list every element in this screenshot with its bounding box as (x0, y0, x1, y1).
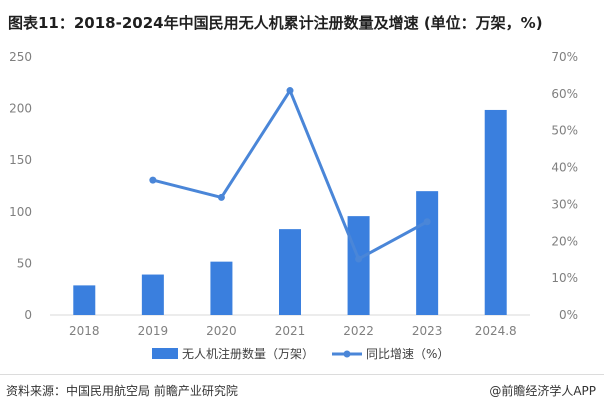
legend: 无人机注册数量（万架） 同比增速（%） (152, 346, 449, 361)
bar-series (73, 109, 507, 316)
axes: 0 50 100 150 200 250 0% 10% 20% 30% 40% 50% 60% 70% 20… (9, 50, 578, 338)
x-tick-label: 2024.8 (475, 324, 517, 338)
y-left-tick-label: 50 (17, 256, 32, 270)
y-right-tick-label: 70% (551, 50, 578, 64)
line-point (355, 255, 363, 263)
y-left-tick-label: 200 (9, 102, 32, 116)
y-right-tick-label: 10% (551, 271, 578, 285)
line-point (423, 218, 431, 226)
line-point (217, 193, 225, 201)
y-right-tick-label: 30% (551, 197, 578, 211)
x-tick-label: 2023 (412, 324, 443, 338)
bar (279, 229, 301, 315)
y-left-tick-label: 250 (9, 50, 32, 64)
bar (210, 261, 233, 315)
footer-divider (0, 374, 604, 375)
bar (73, 285, 96, 315)
combo-chart: 0 50 100 150 200 250 0% 10% 20% 30% 40% 50% 60% 70% 20… (9, 50, 578, 361)
line-series (149, 87, 431, 263)
legend-bar-swatch (152, 348, 178, 359)
line-point (286, 87, 294, 95)
bar (484, 109, 507, 316)
line-point (149, 176, 157, 184)
chart-title: 图表11：2018-2024年中国民用无人机累计注册数量及增速 (单位：万架，%… (8, 14, 543, 32)
bar (416, 191, 439, 315)
y-right-tick-label: 0% (559, 308, 578, 322)
source-note: 资料来源：中国民用航空局 前瞻产业研究院 (6, 384, 238, 398)
x-tick-label: 2020 (206, 324, 237, 338)
bar (141, 274, 164, 315)
x-tick-label: 2022 (343, 324, 374, 338)
y-left-tick-label: 150 (9, 153, 32, 167)
y-left-tick-label: 100 (9, 205, 32, 219)
y-right-tick-label: 60% (551, 87, 578, 101)
legend-line-label: 同比增速（%） (366, 347, 449, 361)
brand-label: @前瞻经济学人APP (489, 384, 596, 398)
bar (347, 216, 370, 315)
y-right-tick-label: 20% (551, 234, 578, 248)
y-left-tick-label: 0 (24, 308, 32, 322)
legend-bar-label: 无人机注册数量（万架） (182, 346, 314, 361)
x-tick-label: 2021 (275, 324, 306, 338)
y-right-tick-label: 50% (551, 124, 578, 138)
y-right-tick-label: 40% (551, 161, 578, 175)
x-tick-label: 2018 (69, 324, 100, 338)
x-tick-label: 2019 (138, 324, 169, 338)
legend-line-marker (343, 350, 351, 358)
